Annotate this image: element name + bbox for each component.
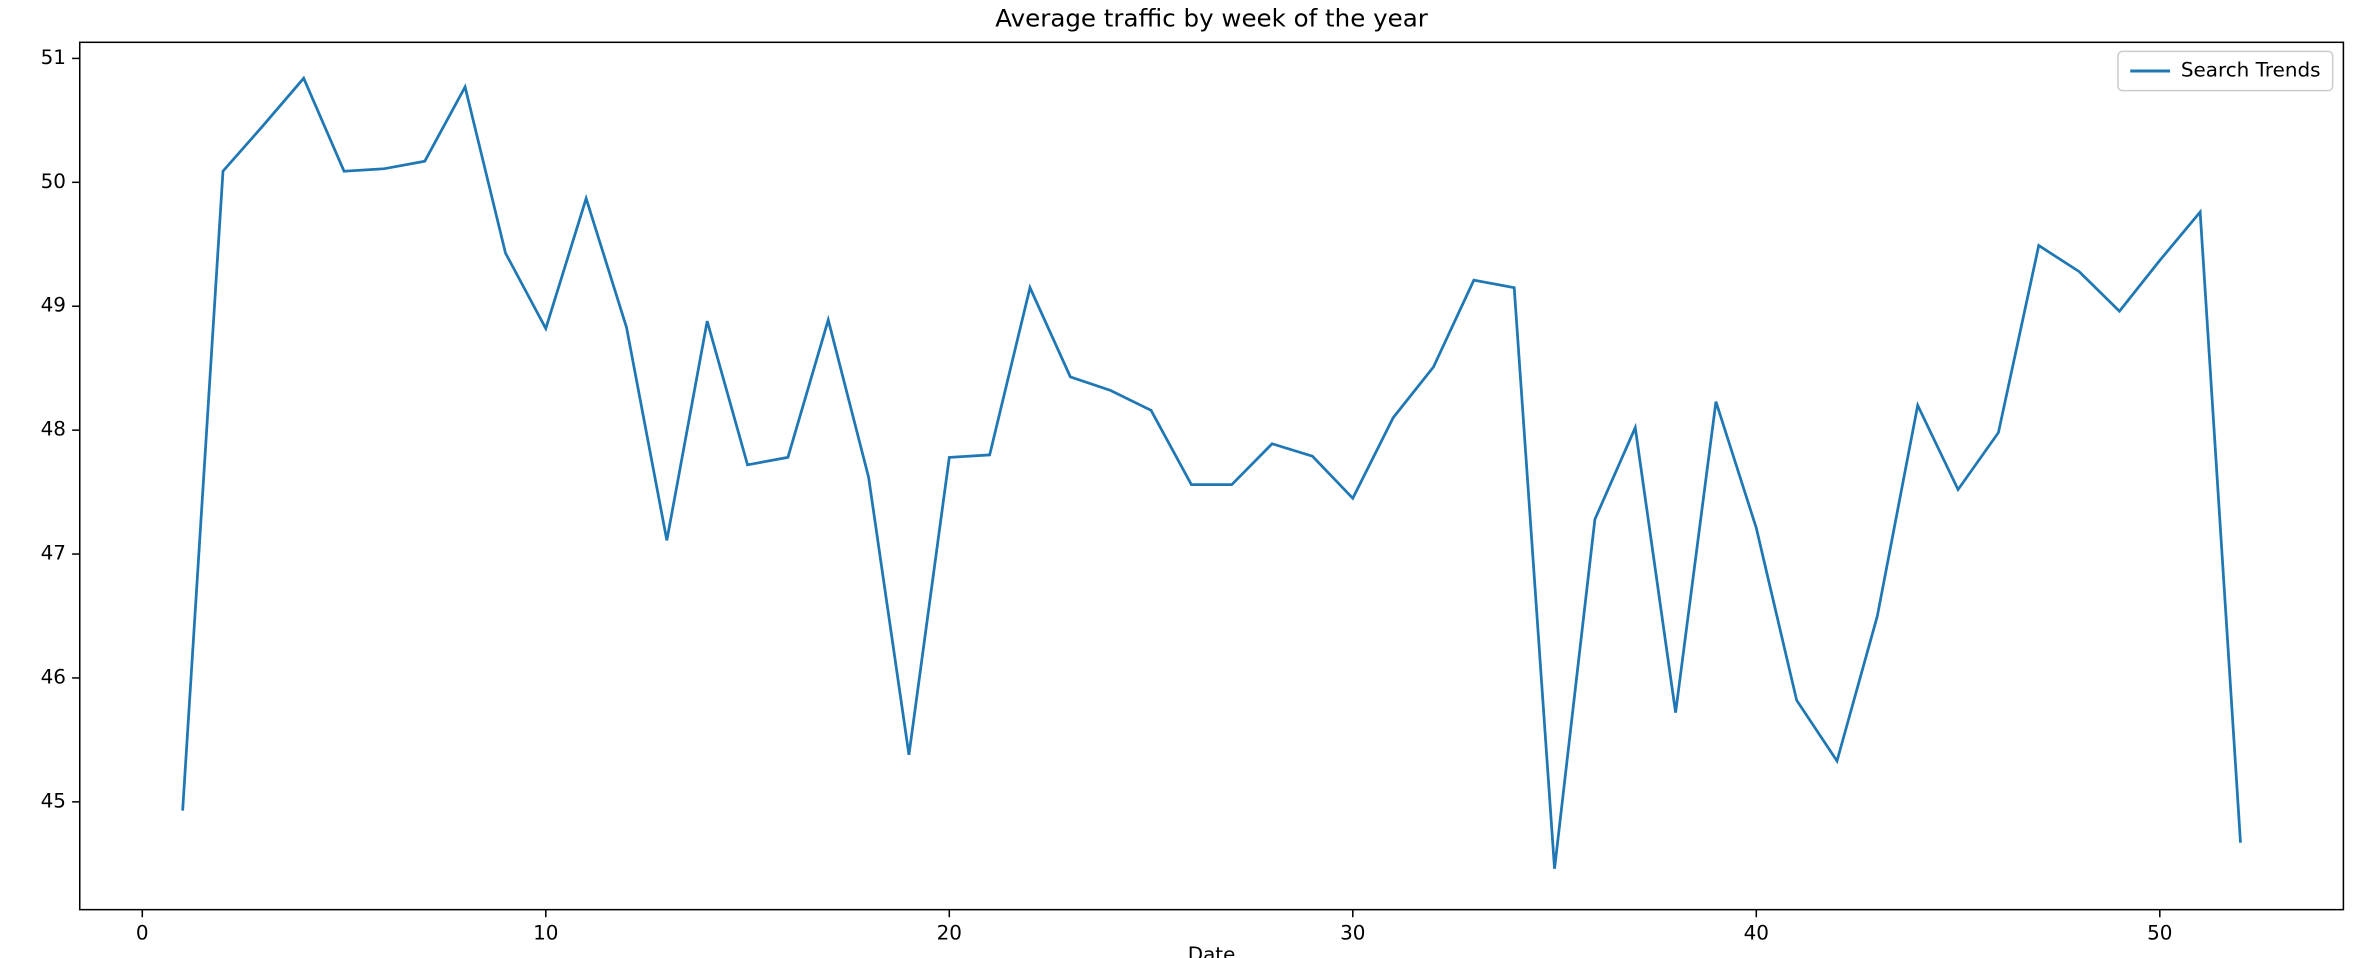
y-tick-label: 49 [41, 294, 66, 317]
x-tick-label: 40 [1744, 921, 1769, 944]
y-tick-label: 48 [41, 418, 66, 441]
x-tick-label: 30 [1340, 921, 1365, 944]
chart-title: Average traffic by week of the year [995, 4, 1429, 33]
x-tick-label: 10 [533, 921, 558, 944]
x-tick-label: 0 [136, 921, 149, 944]
x-tick-label: 20 [937, 921, 962, 944]
y-tick-label: 45 [41, 789, 66, 812]
plot-frame [78, 41, 2345, 911]
y-tick-label: 46 [41, 666, 66, 689]
x-tick-label: 50 [2147, 921, 2172, 944]
line-series [181, 75, 2242, 869]
legend-label: Search Trends [2181, 59, 2321, 82]
y-tick-label: 51 [41, 46, 66, 69]
x-axis-label: Date [1188, 943, 1236, 958]
legend-box [2117, 50, 2334, 92]
y-tick-label: 47 [41, 542, 66, 565]
y-tick-label: 50 [41, 170, 66, 193]
